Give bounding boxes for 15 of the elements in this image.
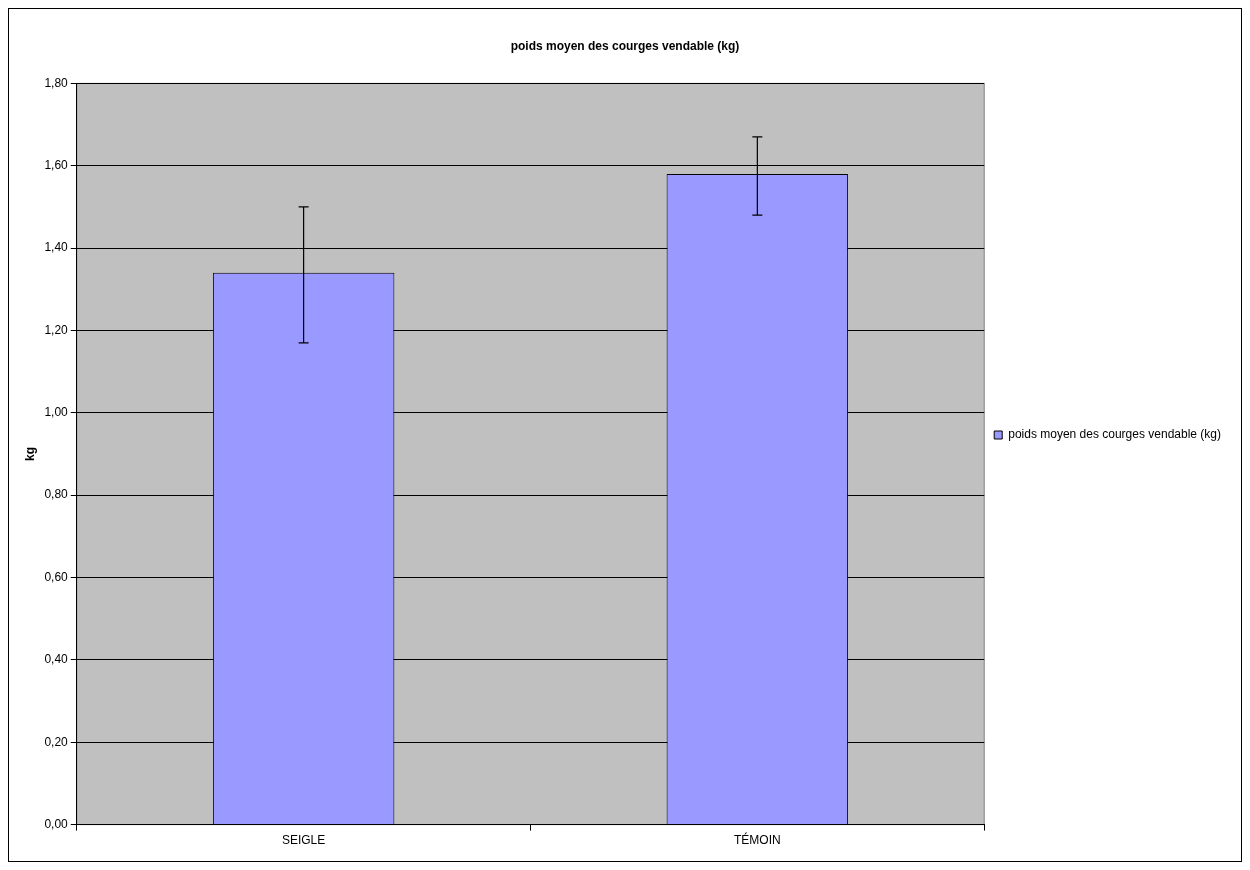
x-tick-label: SEIGLE	[281, 833, 326, 848]
y-tick-label: 0,00	[44, 816, 69, 831]
y-tick-label: 1,60	[44, 158, 69, 173]
y-tick-label: 1,40	[44, 240, 69, 255]
y-tick-label: 1,20	[44, 322, 69, 337]
x-tick-label: TÉMOIN	[734, 832, 781, 848]
chart-title: poids moyen des courges vendable (kg)	[510, 38, 740, 53]
y-tick-label: 0,40	[44, 652, 69, 667]
y-tick-label: 1,80	[44, 75, 69, 90]
legend-label: poids moyen des courges vendable (kg)	[1008, 427, 1222, 442]
y-tick-label: 0,60	[44, 569, 69, 584]
y-axis-title: kg	[22, 446, 37, 462]
y-tick-label: 0,80	[44, 487, 69, 502]
y-tick-label: 1,00	[44, 405, 69, 420]
y-tick-label: 0,20	[44, 734, 69, 749]
